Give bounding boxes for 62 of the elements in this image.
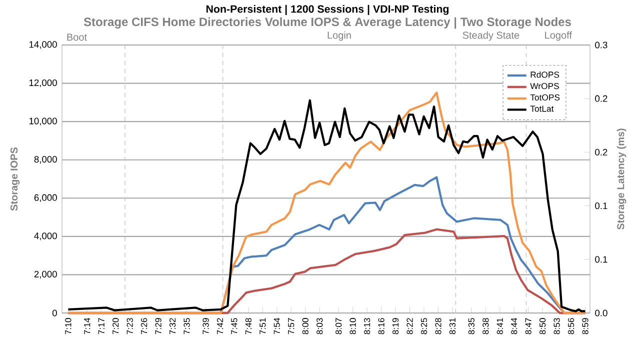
x-tick-label: 7:54 bbox=[274, 318, 280, 334]
y2-tick-label: 0.1 bbox=[595, 256, 608, 263]
x-tick-label: 8:50 bbox=[540, 318, 546, 334]
x-tick-label: 7:26 bbox=[141, 318, 148, 334]
x-tick-label: 7:35 bbox=[184, 318, 190, 334]
x-tick-label: 7:10 bbox=[65, 318, 72, 334]
y2-tick-label: 0.1 bbox=[595, 202, 608, 210]
x-tick-label: 8:03 bbox=[316, 318, 323, 334]
x-tick-label: 7:29 bbox=[155, 318, 162, 334]
text: Logoff bbox=[545, 31, 572, 41]
y2-tick-label: 0.0 bbox=[595, 310, 608, 316]
y-axis-title: Storage IOPS bbox=[10, 147, 20, 211]
x-tick-label: 8:00 bbox=[302, 318, 308, 334]
y2-tick-label: 0.3 bbox=[595, 42, 608, 48]
y-tick-label: 6,000 bbox=[34, 194, 57, 202]
x-tick-label: 8:38 bbox=[482, 318, 489, 334]
x-tick-label: 8:28 bbox=[435, 318, 442, 334]
x-tick-label: 7:42 bbox=[216, 318, 224, 334]
x-tick-label: 8:07 bbox=[336, 318, 342, 334]
x-tick-label: 8:10 bbox=[350, 318, 356, 334]
text: Login bbox=[328, 31, 351, 41]
x-tick-label: 7:32 bbox=[169, 318, 176, 334]
y-tick-label: 0 bbox=[52, 310, 57, 316]
legend-label: TotOPS bbox=[530, 94, 560, 100]
y-tick-label: 2,000 bbox=[34, 270, 57, 279]
y2-axis-title: Storage Latency (ms) bbox=[616, 128, 626, 230]
text: Steady State bbox=[462, 31, 520, 41]
x-tick-label: 8:41 bbox=[496, 318, 503, 334]
x-tick-label: 7:48 bbox=[245, 318, 252, 334]
x-tick-label: 7:57 bbox=[288, 318, 294, 334]
x-tick-label: 8:56 bbox=[568, 318, 574, 334]
legend-label: TotLat bbox=[530, 106, 554, 112]
x-tick-label: 8:53 bbox=[554, 318, 560, 334]
x-tick-label: 7:51 bbox=[260, 318, 266, 334]
y-tick-label: 12,000 bbox=[29, 79, 57, 88]
x-tick-label: 8:25 bbox=[420, 318, 428, 334]
x-tick-label: 7:14 bbox=[84, 318, 90, 334]
y-tick-label: 14,000 bbox=[29, 41, 57, 49]
x-tick-label: 8:44 bbox=[511, 318, 518, 334]
x-tick-label: 7:39 bbox=[202, 318, 209, 334]
legend-label: WrOPS bbox=[530, 82, 559, 90]
x-tick-label: 8:47 bbox=[525, 318, 532, 334]
y-tick-label: 4,000 bbox=[34, 232, 57, 240]
y-tick-label: 8,000 bbox=[34, 156, 57, 164]
y2-tick-label: 0.2 bbox=[595, 95, 608, 102]
text: Boot bbox=[67, 34, 87, 41]
chart-title: Non-Persistent | 1200 Sessions | VDI-NP Testing bbox=[206, 4, 449, 16]
x-tick-label: 8:13 bbox=[364, 318, 370, 334]
x-tick-label: 7:45 bbox=[231, 318, 238, 334]
chart-subtitle: Storage CIFS Home Directories Volume IOPS & Average Latency | Two Storage Nodes bbox=[84, 17, 571, 29]
y-tick-label: 10,000 bbox=[29, 118, 57, 126]
x-tick-label: 7:23 bbox=[126, 318, 133, 334]
x-tick-label: 7:17 bbox=[98, 318, 104, 334]
x-tick-label: 8:31 bbox=[449, 318, 456, 334]
x-tick-label: 8:19 bbox=[392, 318, 399, 334]
x-tick-label: 7:20 bbox=[112, 318, 119, 334]
legend-label: RdOPS bbox=[530, 71, 560, 78]
x-tick-label: 8:59 bbox=[582, 318, 588, 334]
x-tick-label: 8:35 bbox=[468, 318, 474, 334]
x-tick-label: 8:16 bbox=[378, 318, 384, 334]
y2-tick-label: 0.2 bbox=[595, 148, 608, 156]
x-tick-label: 8:22 bbox=[406, 318, 413, 334]
